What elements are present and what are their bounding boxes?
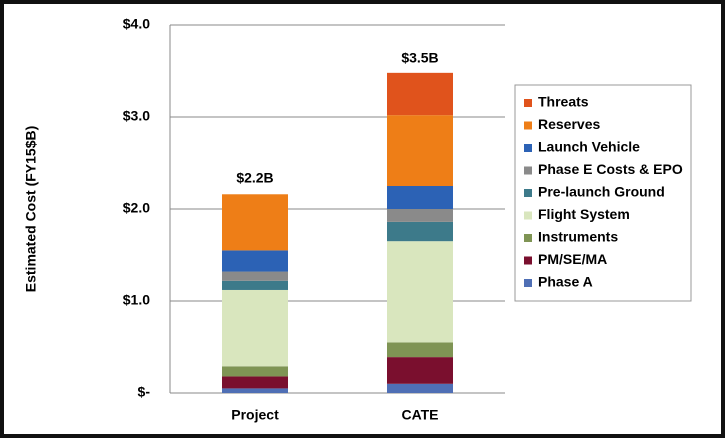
legend-swatch	[524, 279, 532, 287]
legend-swatch	[524, 99, 532, 107]
y-tick-label: $1.0	[123, 292, 150, 308]
total-label: $2.2B	[236, 169, 273, 185]
bar-segment	[222, 271, 288, 281]
y-tick-label: $4.0	[123, 16, 150, 32]
legend-label: Instruments	[538, 229, 618, 245]
legend-label: PM/SE/MA	[538, 251, 607, 267]
y-tick-label: $-	[138, 384, 151, 400]
bar-segment	[387, 241, 453, 343]
bar-segment	[387, 186, 453, 209]
bar-segment	[387, 221, 453, 242]
legend-swatch	[524, 144, 532, 152]
total-label: $3.5B	[401, 50, 438, 66]
legend-swatch	[524, 234, 532, 242]
bar-segment	[222, 280, 288, 290]
legend-label: Flight System	[538, 206, 630, 222]
y-tick-label: $2.0	[123, 200, 150, 216]
bar-segment	[387, 342, 453, 358]
bar-segment	[387, 357, 453, 384]
legend-label: Launch Vehicle	[538, 139, 640, 155]
y-axis-label: Estimated Cost (FY15$B)	[23, 126, 39, 292]
bar-segment	[222, 250, 288, 272]
bar-segment	[222, 376, 288, 389]
bar-segment	[387, 383, 453, 393]
legend-swatch	[524, 256, 532, 265]
bar-segment	[222, 388, 288, 393]
y-tick-label: $3.0	[123, 108, 150, 124]
bar-segment	[387, 115, 453, 186]
bar-segment	[222, 289, 288, 367]
legend-box	[514, 84, 692, 302]
legend-label: Pre-launch Ground	[538, 184, 665, 200]
x-tick-label: Project	[231, 407, 279, 423]
legend-label: Threats	[538, 94, 589, 110]
bar-segment	[222, 194, 288, 251]
bar-segment	[387, 72, 453, 116]
legend-label: Phase E Costs & EPO	[538, 161, 683, 177]
bar-segment	[387, 209, 453, 222]
legend-label: Phase A	[538, 274, 593, 290]
legend-swatch	[524, 189, 532, 197]
legend-swatch	[524, 211, 532, 220]
legend-swatch	[524, 166, 532, 175]
x-tick-label: CATE	[401, 407, 438, 423]
legend-swatch	[524, 121, 532, 130]
legend-label: Reserves	[538, 116, 600, 132]
bar-segment	[222, 366, 288, 377]
